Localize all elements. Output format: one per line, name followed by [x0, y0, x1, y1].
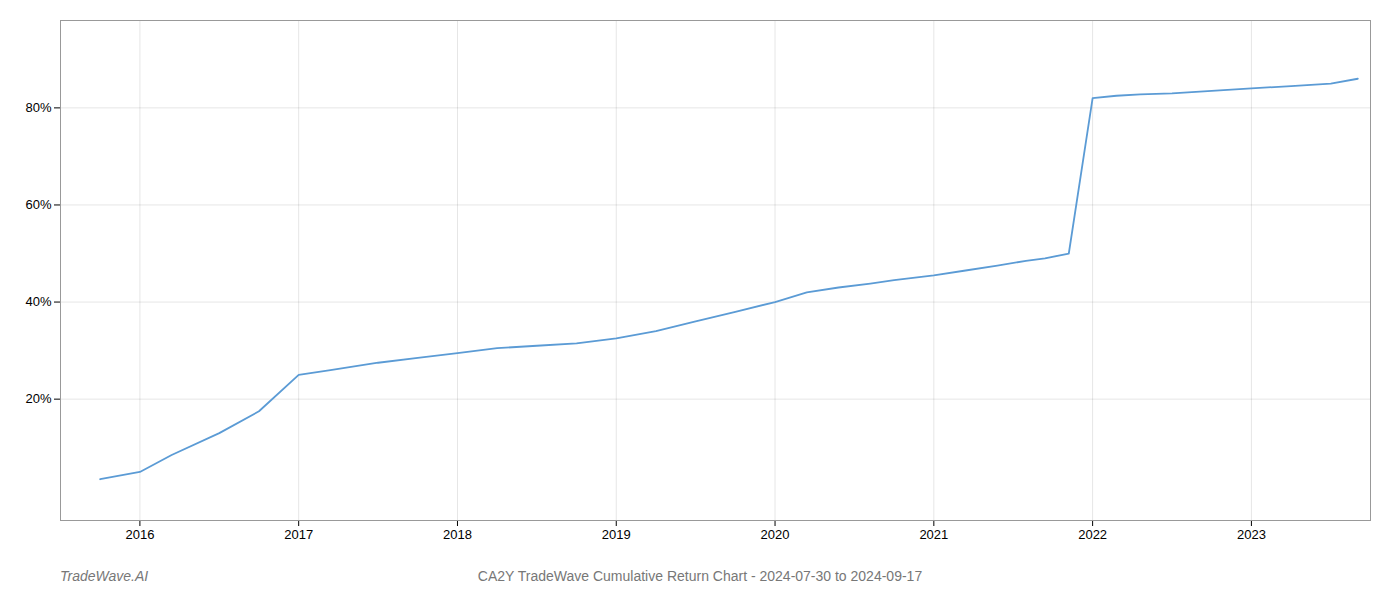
- svg-text:2020: 2020: [761, 527, 790, 542]
- svg-text:60%: 60%: [25, 197, 51, 212]
- html-text:CA2Y TradeWave Cumulative Retu: CA2Y TradeWave Cumulative Return Chart -…: [477, 568, 923, 584]
- html-text:TradeWave.AI: TradeWave.AI: [60, 568, 149, 584]
- svg-text:40%: 40%: [25, 294, 51, 309]
- svg-text:2023: 2023: [1237, 527, 1266, 542]
- svg-text:80%: 80%: [25, 100, 51, 115]
- svg-text:2019: 2019: [602, 527, 631, 542]
- svg-text:2017: 2017: [284, 527, 313, 542]
- svg-text:2018: 2018: [443, 527, 472, 542]
- svg-text:2016: 2016: [125, 527, 154, 542]
- svg-text:2022: 2022: [1078, 527, 1107, 542]
- svg-text:2021: 2021: [919, 527, 948, 542]
- svg-text:20%: 20%: [25, 391, 51, 406]
